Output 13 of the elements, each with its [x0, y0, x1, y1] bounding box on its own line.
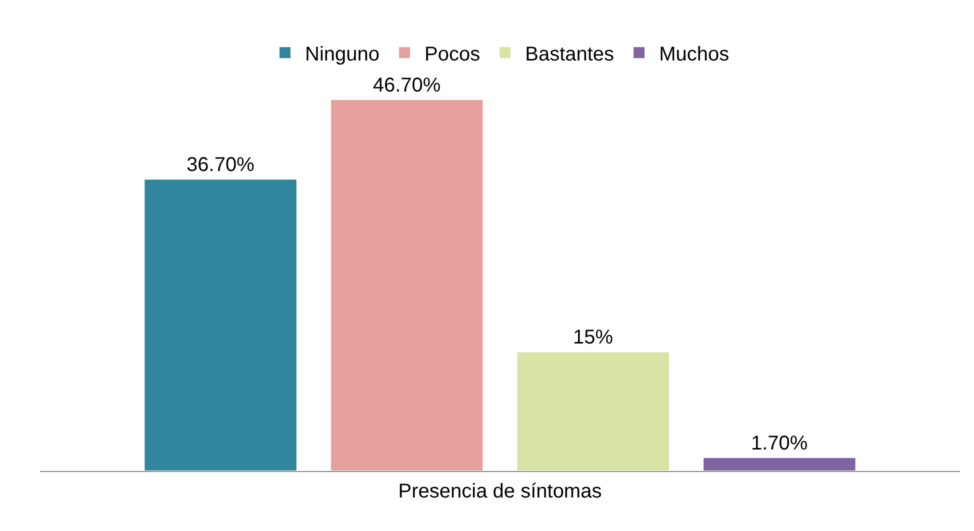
bar — [702, 456, 856, 471]
legend-label: Muchos — [659, 43, 730, 66]
x-axis-title: Presencia de síntomas — [398, 480, 602, 502]
bar — [330, 99, 484, 471]
data-label: 1.70% — [750, 432, 808, 454]
legend-label: Pocos — [424, 43, 480, 66]
bar — [516, 351, 670, 471]
data-label: 46.70% — [372, 74, 441, 97]
bar — [144, 178, 298, 471]
legend-label: Bastantes — [525, 43, 614, 66]
legend-label: Ninguno — [305, 43, 380, 66]
data-label: 15% — [573, 326, 614, 349]
data-label: 36.70% — [186, 154, 255, 176]
